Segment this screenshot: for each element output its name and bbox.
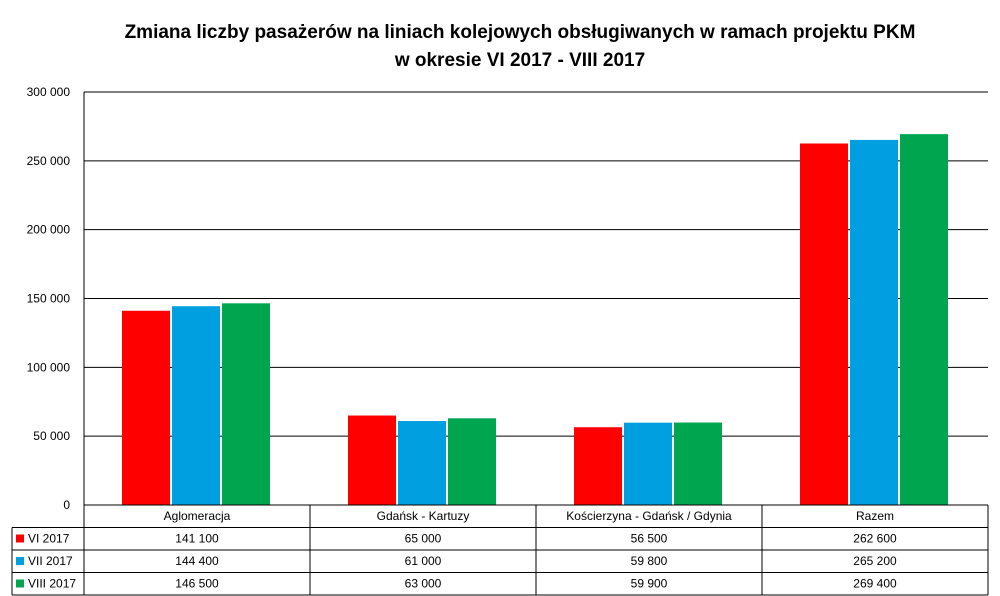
bar (448, 418, 496, 505)
bar (398, 421, 446, 505)
category-label: Aglomeracja (164, 509, 231, 523)
data-value-label: 65 000 (405, 532, 442, 546)
y-tick-label: 100 000 (27, 360, 71, 374)
data-value-label: 265 200 (853, 554, 897, 568)
data-value-label: 56 500 (631, 532, 668, 546)
y-tick-label: 250 000 (27, 154, 71, 168)
legend-series-name: VIII 2017 (28, 577, 76, 591)
y-axis: 0 50 000 100 000 150 000 200 000 250 000 300 0… (27, 85, 85, 512)
data-value-label: 61 000 (405, 554, 442, 568)
bars (122, 134, 948, 505)
data-table: Aglomeracja Gdańsk - Kartuzy Kościerzyna -… (11, 504, 989, 596)
legend-series-name: VII 2017 (28, 554, 73, 568)
category-label: Kościerzyna - Gdańsk / Gdynia (566, 509, 732, 523)
bar (348, 415, 396, 505)
y-tick-label: 200 000 (27, 223, 71, 237)
y-tick-label: 150 000 (27, 292, 71, 306)
data-value-label: 59 900 (631, 577, 668, 591)
bar (850, 139, 898, 505)
data-value-label: 141 100 (175, 532, 219, 546)
bar (172, 306, 220, 505)
legend-swatch (16, 534, 24, 543)
data-value-label: 63 000 (405, 577, 442, 591)
bar (122, 310, 170, 505)
data-value-label: 146 500 (175, 577, 219, 591)
bar (900, 134, 948, 505)
chart-title-line1: Zmiana liczby pasażerów na liniach kolej… (125, 22, 916, 43)
data-value-label: 144 400 (175, 554, 219, 568)
bar (574, 427, 622, 505)
legend-series-name: VI 2017 (28, 532, 70, 546)
y-tick-label: 50 000 (33, 429, 70, 443)
bar (624, 422, 672, 505)
category-label: Gdańsk - Kartuzy (377, 509, 470, 523)
bar (800, 143, 848, 505)
category-label: Razem (856, 509, 894, 523)
bar (222, 303, 270, 505)
y-tick-label: 0 (63, 498, 70, 512)
bar (674, 422, 722, 505)
data-value-label: 269 400 (853, 577, 897, 591)
legend-swatch (16, 579, 24, 588)
y-tick-label: 300 000 (27, 85, 71, 99)
data-value-label: 59 800 (631, 554, 668, 568)
data-value-label: 262 600 (853, 532, 897, 546)
chart-title-line2: w okresie VI 2017 - VIII 2017 (394, 50, 645, 71)
legend-swatch (16, 557, 24, 565)
